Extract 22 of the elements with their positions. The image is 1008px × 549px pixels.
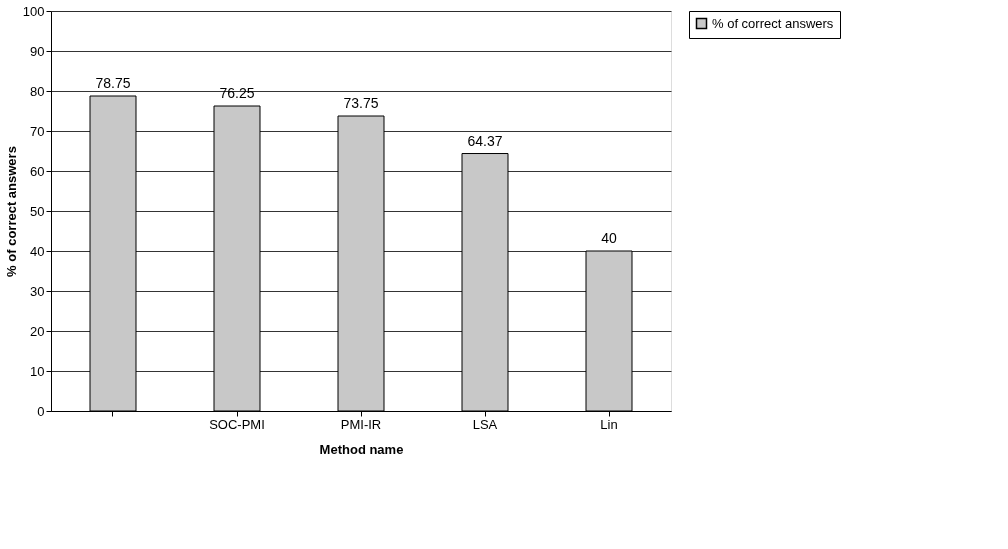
x-tick-label: Lin: [600, 416, 618, 432]
legend-label: % of correct answers: [712, 15, 834, 31]
y-tick-label: 30: [30, 283, 45, 299]
y-tick-label: 60: [30, 163, 45, 179]
x-tick-label: PMI-IR: [340, 416, 382, 432]
data-label: 64.37: [467, 132, 503, 149]
y-tick-label: 70: [30, 123, 45, 139]
y-tick-label: 50: [30, 203, 45, 219]
x-tick-label: LSA: [472, 416, 498, 432]
data-label: 40: [601, 230, 617, 246]
y-tick-label: 20: [30, 323, 45, 339]
y-tick-label: 0: [37, 403, 45, 419]
y-tick-label: 40: [30, 243, 45, 259]
data-label: 73.75: [343, 95, 379, 111]
x-tick-label: SOC-PMI: [209, 416, 265, 432]
y-tick-label: 10: [30, 363, 45, 379]
data-label: 78.75: [95, 75, 131, 91]
y-tick-label: 80: [30, 83, 45, 99]
y-axis-title: % of correct answers: [3, 146, 19, 277]
y-tick-label: 100: [22, 3, 45, 19]
y-tick-label: 90: [30, 43, 45, 59]
x-axis-title: Method name: [319, 441, 404, 457]
